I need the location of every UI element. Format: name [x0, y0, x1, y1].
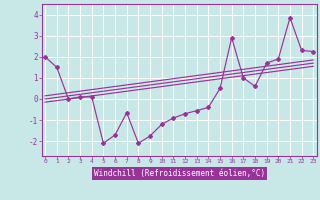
X-axis label: Windchill (Refroidissement éolien,°C): Windchill (Refroidissement éolien,°C) [94, 169, 265, 178]
